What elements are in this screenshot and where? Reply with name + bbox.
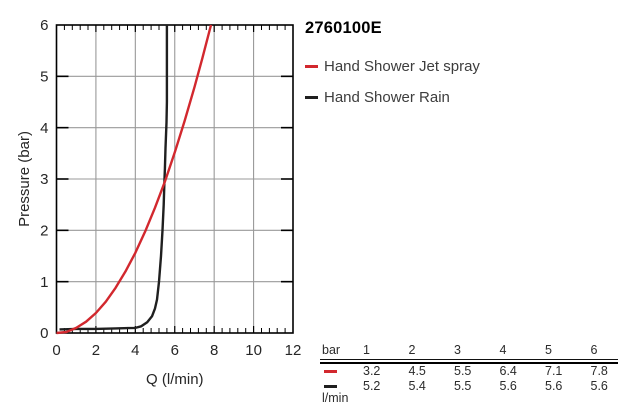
rain-row-swatch — [324, 385, 337, 388]
table-unit-header: bar — [322, 343, 341, 357]
curve-hand-shower-jet-spray — [56, 24, 213, 335]
jet-spray-row-swatch — [324, 370, 337, 373]
y-tick-label: 0 — [40, 325, 48, 342]
y-tick-label: 5 — [40, 69, 48, 86]
x-axis-title: Q (l/min) — [146, 371, 204, 388]
y-tick-label: 1 — [40, 274, 48, 291]
rain-flow-1bar: 5.2 — [363, 379, 381, 394]
chart-legend: Hand Shower Jet spray Hand Shower Rain — [305, 58, 525, 120]
y-tick-label: 2 — [40, 223, 48, 240]
x-tick-label: 8 — [210, 342, 218, 359]
flow-rate-table: bar 1 2 3 4 5 6 3.2 4.5 5.5 6.4 7.1 7.8 … — [320, 344, 618, 404]
pressure-col-2: 2 — [408, 343, 416, 357]
x-tick-label: 2 — [92, 342, 100, 359]
y-tick-label: 3 — [40, 171, 48, 188]
legend-label-jet-spray: Hand Shower Jet spray — [324, 57, 480, 75]
rain-flow-3bar: 5.5 — [454, 379, 472, 394]
rain-flow-5bar: 5.6 — [545, 379, 563, 394]
table-header-row: bar 1 2 3 4 5 6 — [320, 344, 618, 360]
y-tick-label: 4 — [40, 120, 48, 137]
legend-label-rain: Hand Shower Rain — [324, 88, 450, 106]
curve-hand-shower-rain — [59, 25, 169, 331]
pressure-col-1: 1 — [363, 343, 370, 357]
pressure-col-4: 4 — [499, 343, 507, 357]
legend-item-rain: Hand Shower Rain — [305, 88, 525, 106]
legend-item-jet-spray: Hand Shower Jet spray — [305, 57, 525, 75]
y-tick-label: 6 — [40, 17, 48, 34]
jet-spray-flow-2bar: 4.5 — [408, 364, 426, 379]
pressure-col-3: 3 — [454, 343, 461, 357]
y-axis-title: Pressure (bar) — [16, 131, 33, 227]
x-tick-label: 0 — [52, 342, 60, 359]
jet-spray-line-swatch — [305, 64, 318, 68]
page-title: 2760100E — [305, 19, 382, 37]
table-row-jet-spray: 3.2 4.5 5.5 6.4 7.1 7.8 — [320, 364, 618, 379]
jet-spray-flow-3bar: 5.5 — [454, 364, 472, 379]
table-unit-label: l/min — [322, 391, 349, 406]
x-tick-label: 4 — [131, 342, 139, 359]
rain-flow-6bar: 5.6 — [590, 379, 608, 394]
x-tick-label: 6 — [171, 342, 179, 359]
jet-spray-flow-1bar: 3.2 — [363, 364, 381, 379]
jet-spray-flow-5bar: 7.1 — [545, 364, 563, 379]
table-row-rain: 5.2 5.4 5.5 5.6 5.6 5.6 — [320, 379, 618, 394]
rain-flow-4bar: 5.6 — [499, 379, 517, 394]
pressure-col-6: 6 — [590, 343, 598, 357]
rain-line-swatch — [305, 95, 318, 99]
x-tick-label: 12 — [285, 342, 302, 359]
table-heavy-rule — [320, 361, 618, 365]
jet-spray-flow-4bar: 6.4 — [499, 364, 517, 379]
rain-flow-2bar: 5.4 — [408, 379, 426, 394]
x-tick-label: 10 — [245, 342, 262, 359]
jet-spray-flow-6bar: 7.8 — [590, 364, 608, 379]
pressure-col-5: 5 — [545, 343, 552, 357]
